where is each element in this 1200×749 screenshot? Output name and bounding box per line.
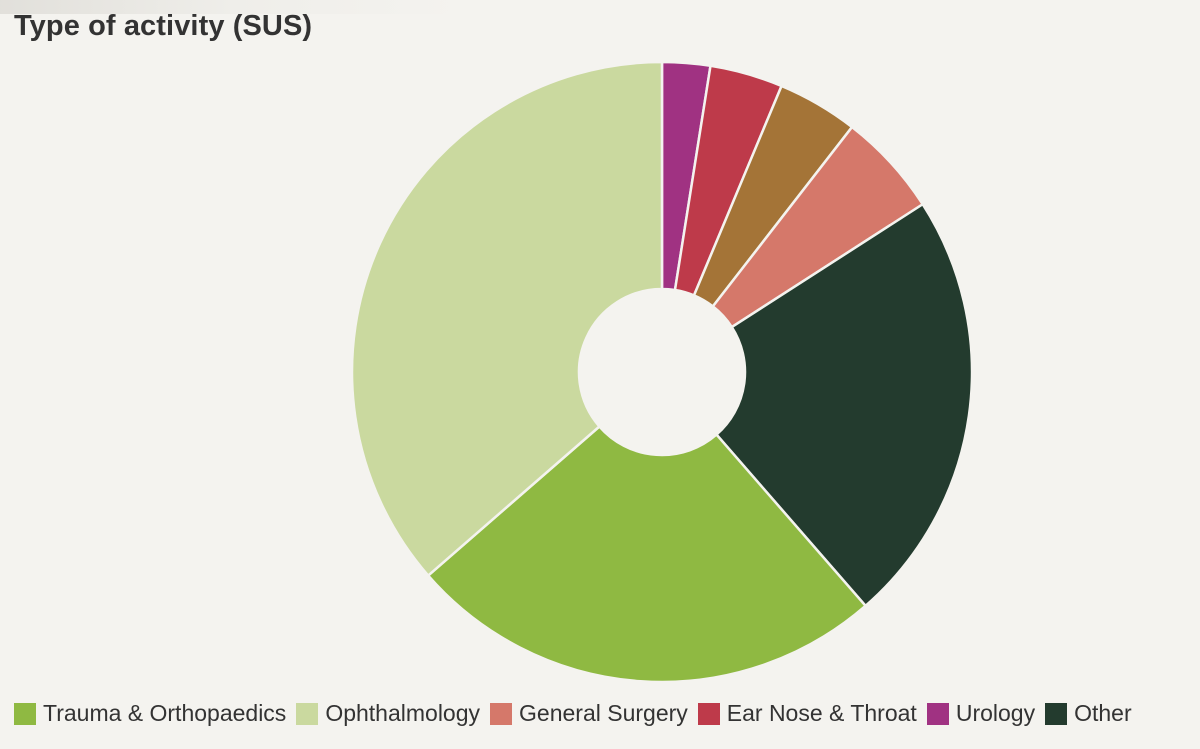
slice-trauma-and-orthopaedics[interactable] — [426, 425, 867, 684]
legend-swatch — [697, 702, 720, 725]
legend-item-general-surgery[interactable]: General Surgery — [490, 700, 688, 727]
legend-label: Ear Nose & Throat — [726, 700, 917, 726]
top-shade — [0, 0, 460, 14]
slice-ophthalmology[interactable] — [350, 60, 664, 577]
chart-legend: Trauma & Orthopaedics Ophthalmology Genera… — [14, 700, 1142, 727]
legend-swatch — [490, 702, 513, 725]
legend-label: Trauma & Orthopaedics — [43, 700, 287, 726]
legend-swatch — [14, 702, 36, 725]
legend-swatch — [926, 702, 949, 725]
chart-title: Type of activity (SUS) — [14, 10, 313, 42]
legend-item-ophthalmology[interactable]: Ophthalmology — [296, 700, 480, 727]
legend-item-ear-nose-and-throat[interactable]: Ear Nose & Throat — [697, 700, 917, 727]
legend-item-other[interactable]: Other — [1045, 700, 1132, 727]
legend-label: General Surgery — [519, 700, 688, 726]
legend-swatch — [1045, 702, 1068, 725]
legend-label: Urology — [955, 700, 1036, 726]
legend-item-trauma-and-orthopaedics[interactable]: Trauma & Orthopaedics — [14, 700, 286, 727]
donut-slices — [350, 60, 974, 684]
legend-item-urology[interactable]: Urology — [926, 700, 1036, 727]
legend-label: Other — [1074, 700, 1132, 726]
legend-label: Ophthalmology — [325, 700, 481, 726]
slice-other[interactable] — [715, 203, 974, 608]
donut-chart — [350, 60, 974, 684]
legend-swatch — [296, 702, 319, 725]
